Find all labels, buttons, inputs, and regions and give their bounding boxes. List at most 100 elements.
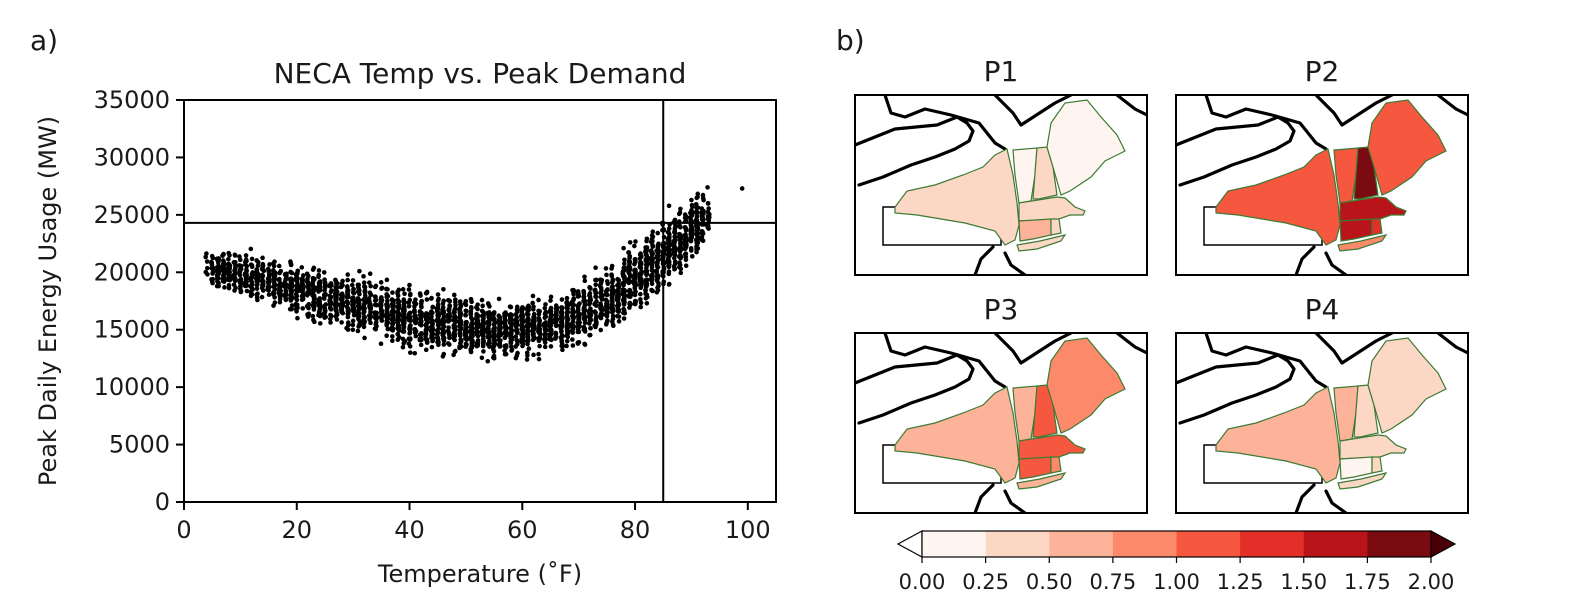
scatter-point xyxy=(361,324,367,330)
scatter-point xyxy=(526,346,532,351)
x-tick-label: 0 xyxy=(176,516,191,544)
scatter-point xyxy=(666,258,672,264)
scatter-point xyxy=(345,308,351,314)
scatter-point xyxy=(648,273,654,279)
scatter-point xyxy=(666,281,672,287)
scatter-point xyxy=(700,217,706,222)
scatter-point xyxy=(423,330,429,336)
scatter-point xyxy=(451,323,457,328)
scatter-point xyxy=(548,294,554,300)
scatter-point xyxy=(536,351,541,357)
scatter-point xyxy=(622,267,627,273)
scatter-point xyxy=(328,289,334,295)
scatter-point xyxy=(289,277,295,283)
scatter-point xyxy=(372,326,378,331)
scatter-point xyxy=(571,302,577,308)
scatter-point xyxy=(639,269,644,274)
scatter-point xyxy=(683,239,689,245)
map-content xyxy=(1176,95,1468,275)
scatter-point xyxy=(621,282,626,288)
scatter-point xyxy=(486,334,492,340)
scatter-point xyxy=(474,331,479,337)
scatter-point xyxy=(502,330,508,335)
scatter-point xyxy=(650,268,656,274)
scatter-point xyxy=(690,204,695,209)
scatter-point xyxy=(453,327,458,332)
scatter-point xyxy=(227,273,233,278)
scatter-point xyxy=(620,272,626,277)
scatter-point xyxy=(491,355,497,361)
scatter-point xyxy=(379,286,384,291)
scatter-point xyxy=(525,338,530,344)
y-tick-label: 30000 xyxy=(94,143,170,171)
colorbar-tick-label: 2.00 xyxy=(1408,570,1455,594)
scatter-point xyxy=(249,264,255,269)
scatter-point xyxy=(208,260,214,265)
scatter-point xyxy=(593,282,599,288)
scatter-point xyxy=(209,253,215,259)
scatter-point xyxy=(666,246,672,252)
scatter-point xyxy=(621,295,627,300)
scatter-point xyxy=(531,314,536,320)
map-panel-p4: P4 xyxy=(1175,293,1469,514)
scatter-point xyxy=(242,280,248,286)
scatter-point xyxy=(525,305,530,310)
scatter-point xyxy=(593,294,599,300)
map-frame xyxy=(854,332,1148,514)
scatter-point xyxy=(507,304,513,309)
scatter-point xyxy=(402,291,407,297)
scatter-point xyxy=(678,224,683,230)
scatter-point xyxy=(237,254,242,259)
scatter-point xyxy=(306,311,312,317)
scatter-point xyxy=(457,327,463,333)
scatter-point xyxy=(655,247,661,253)
scatter-point xyxy=(294,302,300,308)
scatter-point xyxy=(559,297,565,302)
scatter-point xyxy=(481,349,486,354)
scatter-point xyxy=(316,272,322,278)
scatter-point xyxy=(441,342,447,347)
region-ct xyxy=(1339,456,1373,480)
scatter-point xyxy=(593,303,599,308)
scatter-point xyxy=(492,341,498,347)
scatter-point xyxy=(250,271,255,277)
scatter-point xyxy=(677,237,682,242)
scatter-point xyxy=(295,315,300,321)
scatter-point xyxy=(615,289,620,294)
scatter-point xyxy=(531,320,537,326)
scatter-point xyxy=(536,297,541,303)
map-panel-p3: P3 xyxy=(854,293,1148,514)
scatter-points xyxy=(203,185,745,364)
scatter-point xyxy=(603,322,609,327)
scatter-point xyxy=(564,295,570,301)
scatter-point xyxy=(474,312,479,317)
scatter-point xyxy=(373,314,379,320)
scatter-point xyxy=(627,240,633,245)
scatter-point xyxy=(481,321,486,327)
scatter-point xyxy=(666,203,672,209)
scatter-point xyxy=(316,268,322,273)
scatter-point xyxy=(519,332,524,338)
scatter-point xyxy=(260,274,265,280)
scatter-point xyxy=(345,285,350,291)
scatter-point xyxy=(491,336,497,342)
scatter-point xyxy=(531,352,536,358)
map-panel-p1: P1 xyxy=(854,55,1148,276)
scatter-point xyxy=(210,266,216,271)
scatter-point xyxy=(429,335,434,340)
scatter-point xyxy=(400,319,406,324)
scatter-point xyxy=(616,281,621,287)
scatter-point xyxy=(204,259,210,264)
scatter-point xyxy=(688,248,694,253)
scatter-point xyxy=(345,277,350,283)
canada-border xyxy=(1204,333,1328,389)
scatter-point xyxy=(423,322,429,328)
scatter-point xyxy=(419,304,424,310)
scatter-point xyxy=(604,287,610,293)
scatter-point xyxy=(593,310,598,315)
scatter-point xyxy=(531,304,536,309)
scatter-point xyxy=(559,305,564,310)
scatter-point xyxy=(739,186,745,191)
map-frame xyxy=(854,94,1148,276)
scatter-point xyxy=(350,308,356,314)
